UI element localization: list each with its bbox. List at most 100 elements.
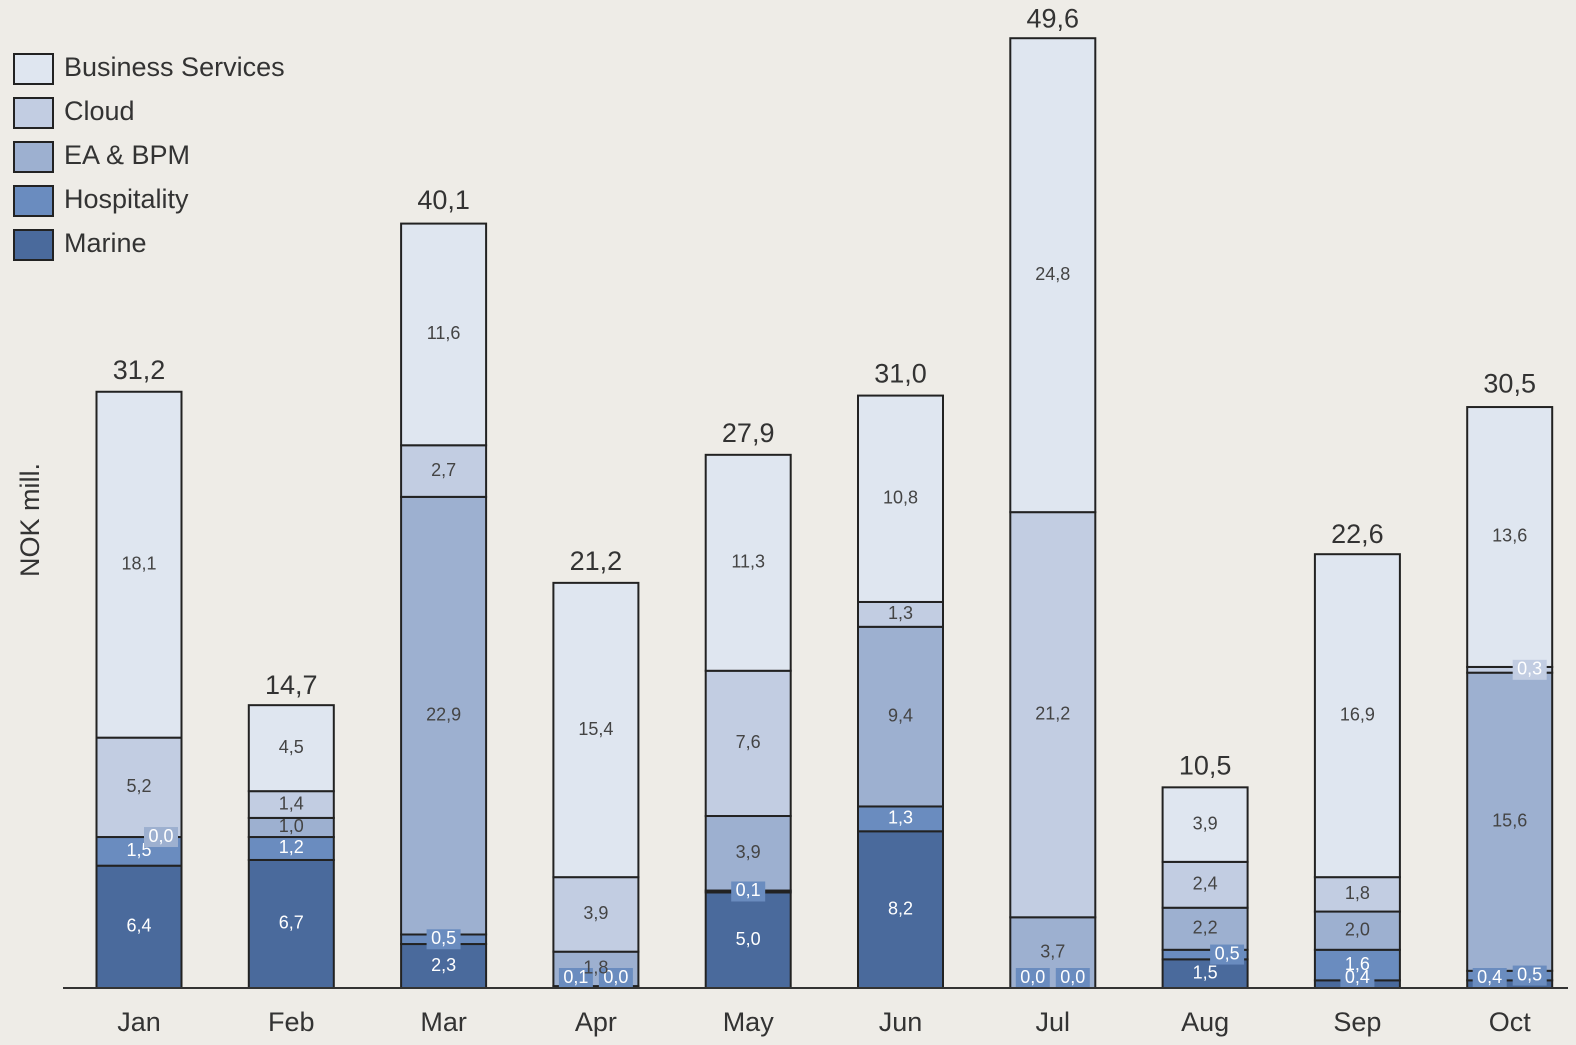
- value-label: 3,7: [1040, 941, 1065, 961]
- bar-segment: [857, 394, 944, 603]
- value-label: 6,4: [126, 916, 151, 936]
- value-label: 0,5: [431, 928, 456, 948]
- x-tick-label: May: [723, 1007, 775, 1037]
- legend-label: Hospitality: [64, 184, 189, 214]
- value-label: 16,9: [1340, 704, 1375, 724]
- value-label: 0,1: [736, 880, 761, 900]
- bar-segment: [1466, 406, 1554, 668]
- bar-segment: [1009, 37, 1097, 514]
- value-label: 0,4: [1477, 967, 1502, 987]
- value-label-box: [1512, 659, 1547, 680]
- value-label: 3,9: [1193, 813, 1218, 833]
- bar-segment: [1009, 511, 1097, 919]
- value-label: 15,4: [578, 719, 613, 739]
- legend-swatch: [13, 141, 54, 173]
- total-label: 31,0: [874, 359, 927, 389]
- value-label-box: [598, 968, 633, 988]
- legend-label: Business Services: [64, 52, 285, 82]
- value-label: 11,6: [427, 323, 461, 343]
- value-label-box: [426, 929, 461, 950]
- bar-segment: [400, 444, 488, 498]
- bar-segment: [95, 390, 183, 739]
- value-label: 0,5: [1517, 964, 1542, 984]
- value-label: 11,3: [731, 552, 765, 572]
- x-tick-label: Mar: [420, 1007, 467, 1037]
- total-label: 22,6: [1331, 519, 1384, 549]
- value-label: 1,6: [1345, 954, 1370, 974]
- value-label: 2,7: [431, 460, 456, 480]
- value-label: 5,0: [736, 929, 761, 949]
- x-tick-label: Feb: [268, 1007, 315, 1037]
- x-tick-label: Jan: [117, 1007, 161, 1037]
- legend-swatch: [13, 53, 54, 85]
- value-label: 5,2: [126, 776, 151, 796]
- value-label-box: [144, 827, 178, 848]
- value-label: 8,2: [888, 898, 913, 918]
- bar-segment: [704, 453, 792, 672]
- bar-segment: [552, 876, 640, 953]
- value-label: 2,2: [1193, 918, 1218, 938]
- value-label: 2,4: [1193, 874, 1218, 894]
- value-label: 0,5: [1215, 943, 1240, 963]
- x-tick-label: Oct: [1489, 1007, 1532, 1037]
- x-tick-label: Apr: [575, 1007, 617, 1037]
- bar-segment: [1313, 910, 1401, 951]
- y-axis-label: NOK mill.: [15, 463, 45, 577]
- value-label: 1,8: [583, 958, 608, 978]
- bar-segment: [95, 736, 183, 839]
- bar-segment: [95, 864, 183, 990]
- x-tick-label: Sep: [1333, 1007, 1381, 1037]
- value-label: 6,7: [279, 913, 304, 933]
- x-tick-label: Jul: [1036, 1007, 1071, 1037]
- value-label: 21,2: [1035, 703, 1070, 723]
- total-label: 21,2: [570, 546, 623, 576]
- value-label: 1,3: [888, 603, 913, 623]
- bar-segment: [247, 858, 335, 989]
- value-label: 0,3: [1517, 659, 1542, 679]
- value-label: 0,0: [1020, 967, 1045, 987]
- bar-segment: [1313, 876, 1401, 913]
- bar-segment: [857, 625, 944, 808]
- value-label: 7,6: [736, 732, 761, 752]
- bar-segment: [247, 704, 335, 793]
- value-label: 3,9: [583, 903, 608, 923]
- value-label: 0,0: [1060, 967, 1085, 987]
- value-label: 4,5: [279, 737, 304, 757]
- value-label-box: [1340, 968, 1375, 988]
- value-label-box: [1055, 968, 1090, 988]
- legend-label: Cloud: [64, 96, 135, 126]
- value-label-box: [1210, 944, 1245, 965]
- value-label: 0,4: [1345, 967, 1370, 987]
- value-label: 0,0: [148, 826, 173, 846]
- value-label: 13,6: [1492, 526, 1527, 546]
- total-label: 30,5: [1483, 368, 1536, 398]
- value-label: 22,9: [426, 704, 461, 724]
- value-label: 1,0: [279, 816, 304, 836]
- legend-swatch: [13, 97, 54, 129]
- legend-swatch: [13, 229, 54, 261]
- value-label: 9,4: [888, 705, 913, 725]
- bar-segment: [400, 495, 488, 936]
- value-label: 15,6: [1492, 810, 1527, 830]
- value-label: 24,8: [1035, 264, 1070, 284]
- value-label: 1,2: [279, 837, 304, 857]
- value-label: 1,8: [1345, 883, 1370, 903]
- value-label: 18,1: [121, 553, 156, 573]
- value-label: 1,4: [279, 793, 304, 813]
- legend-label: Marine: [64, 228, 147, 258]
- value-label: 0,0: [603, 967, 628, 987]
- legend-label: EA & BPM: [64, 140, 190, 170]
- bar-segment: [857, 600, 944, 628]
- total-label: 27,9: [722, 418, 775, 448]
- value-label: 10,8: [883, 488, 918, 508]
- total-label: 10,5: [1179, 750, 1232, 780]
- value-label-box: [1015, 968, 1050, 988]
- bar-segment: [704, 669, 792, 818]
- value-label: 1,3: [888, 808, 913, 828]
- total-label: 31,2: [113, 355, 166, 385]
- bar-segment: [1466, 671, 1554, 972]
- value-label: 2,3: [431, 955, 456, 975]
- value-label-box: [1472, 968, 1507, 988]
- total-label: 14,7: [265, 670, 318, 700]
